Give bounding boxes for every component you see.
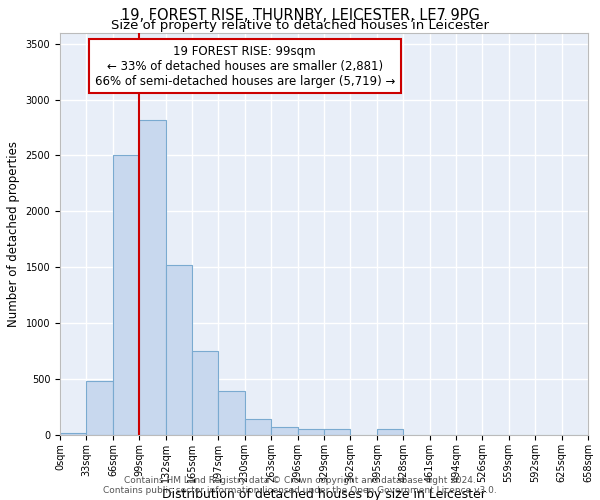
- Text: 19 FOREST RISE: 99sqm
← 33% of detached houses are smaller (2,881)
66% of semi-d: 19 FOREST RISE: 99sqm ← 33% of detached …: [95, 44, 395, 88]
- Y-axis label: Number of detached properties: Number of detached properties: [7, 141, 20, 327]
- Text: Size of property relative to detached houses in Leicester: Size of property relative to detached ho…: [111, 19, 489, 32]
- Text: 19, FOREST RISE, THURNBY, LEICESTER, LE7 9PG: 19, FOREST RISE, THURNBY, LEICESTER, LE7…: [121, 8, 479, 22]
- Bar: [298, 429, 324, 435]
- Bar: [193, 351, 218, 435]
- Bar: [113, 156, 139, 435]
- Text: Contains HM Land Registry data © Crown copyright and database right 2024.
Contai: Contains HM Land Registry data © Crown c…: [103, 476, 497, 495]
- Bar: [166, 265, 193, 435]
- Bar: [139, 120, 166, 435]
- X-axis label: Distribution of detached houses by size in Leicester: Distribution of detached houses by size …: [162, 488, 486, 500]
- Bar: [271, 426, 298, 435]
- Bar: [245, 419, 271, 435]
- Bar: [60, 433, 86, 435]
- Bar: [324, 429, 350, 435]
- Bar: [377, 429, 403, 435]
- Bar: [86, 382, 113, 435]
- Bar: [218, 392, 245, 435]
